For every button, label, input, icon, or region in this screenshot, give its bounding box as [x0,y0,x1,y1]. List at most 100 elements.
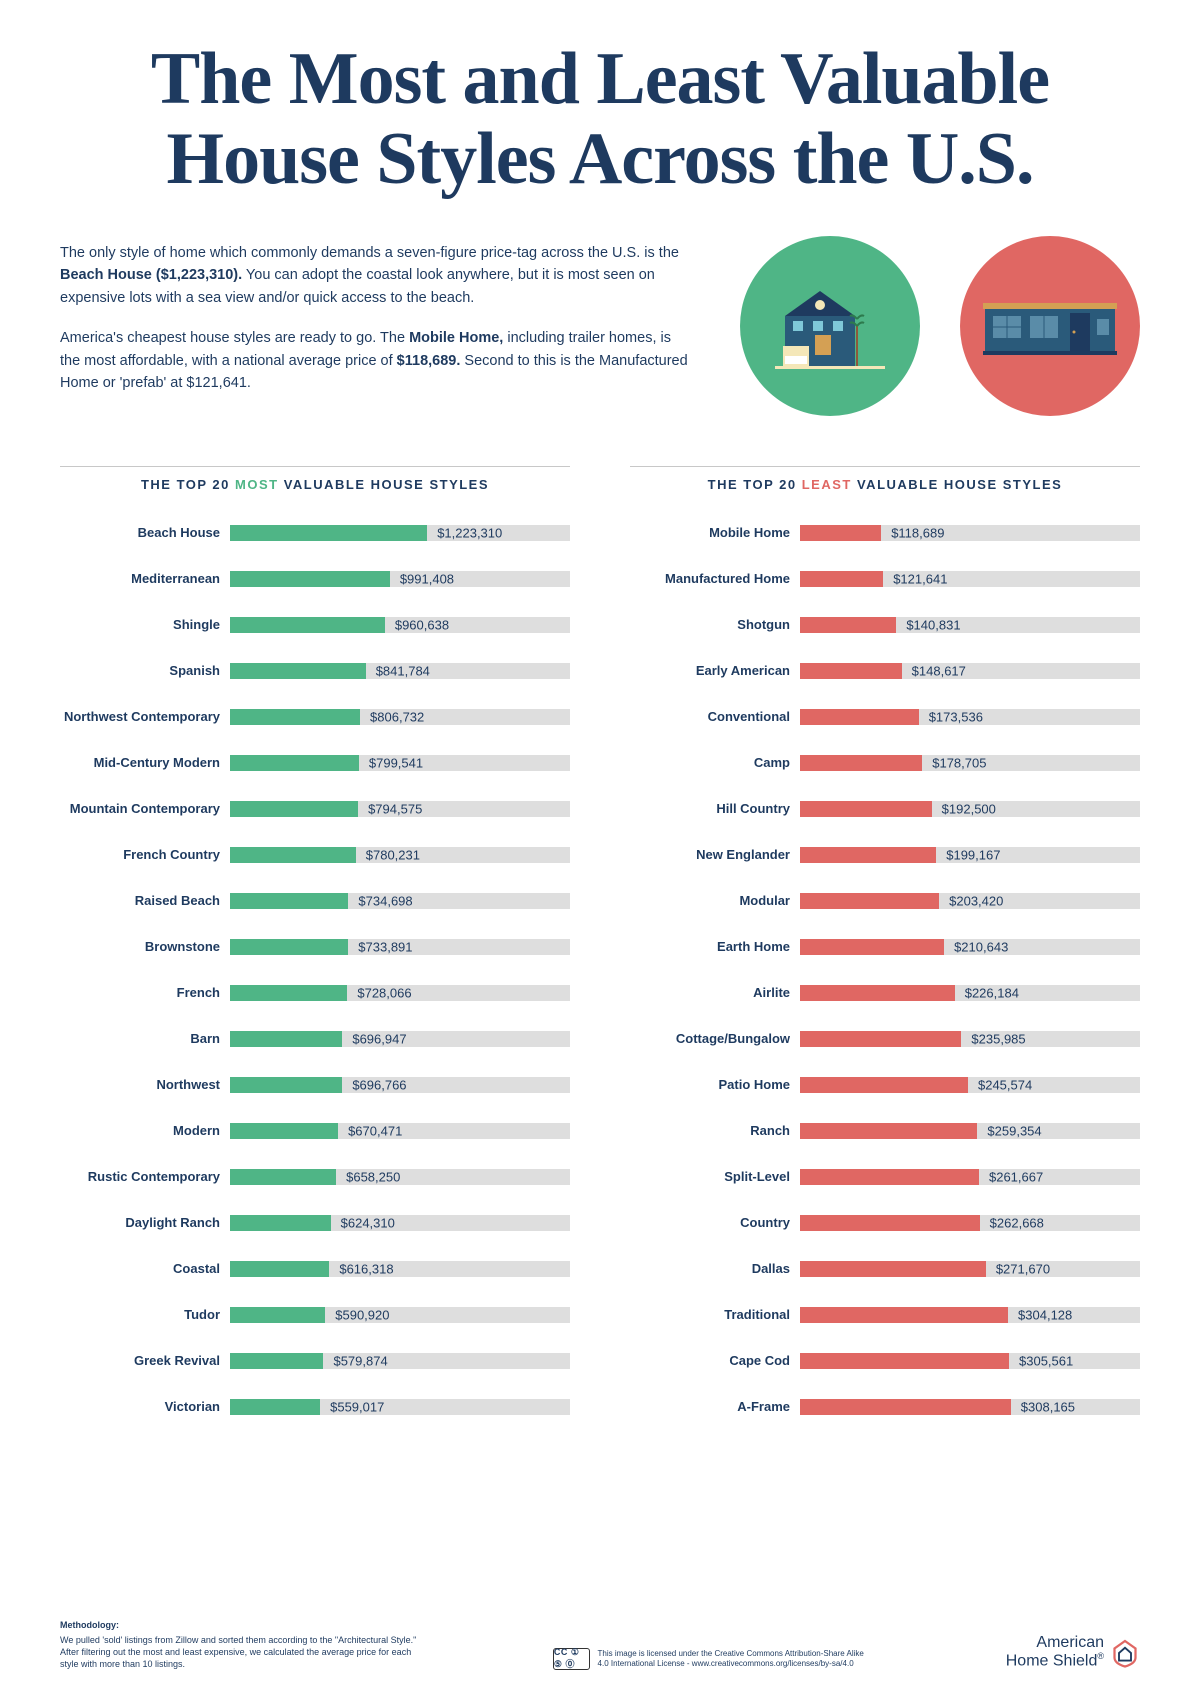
bar-value: $806,732 [370,709,424,724]
chart-least: THE TOP 20 LEAST VALUABLE HOUSE STYLES M… [630,466,1140,1436]
chart-most-heading-pre: THE TOP 20 [141,477,235,492]
bar-track: $308,165 [800,1399,1140,1415]
bar-value: $841,784 [376,663,430,678]
bar-row: Barn$696,947 [60,1022,570,1056]
bar-track: $696,947 [230,1031,570,1047]
bar-row: Daylight Ranch$624,310 [60,1206,570,1240]
chart-most-rows: Beach House $1,223,310 Mediterranean$991,4… [60,516,570,1424]
license: CC ① ⑤ ⓪ This image is licensed under th… [553,1648,873,1670]
bar-label: Raised Beach [60,893,230,908]
registered-icon: ® [1097,1651,1104,1661]
bar-fill [230,709,360,725]
bar-row: Mobile Home$118,689 [630,516,1140,550]
bar-label: Mid-Century Modern [60,755,230,770]
mobile-home-icon [960,236,1140,416]
bar-label: Greek Revival [60,1353,230,1368]
bar-track: $235,985 [800,1031,1140,1047]
bar-row: Shingle $960,638 [60,608,570,642]
bar-value: $235,985 [971,1031,1025,1046]
intro-p2-a: America's cheapest house styles are read… [60,330,409,346]
bar-label: Victorian [60,1399,230,1414]
bar-label: Mediterranean [60,571,230,586]
bar-fill [230,1031,342,1047]
bar-label: French Country [60,847,230,862]
bar-value: $140,831 [906,617,960,632]
chart-least-heading-accent: LEAST [802,477,852,492]
chart-most: THE TOP 20 MOST VALUABLE HOUSE STYLES Be… [60,466,570,1436]
bar-fill [230,1123,338,1139]
bar-value: $696,947 [352,1031,406,1046]
bar-track: $192,500 [800,801,1140,817]
bar-track: $696,766 [230,1077,570,1093]
bar-track: $199,167 [800,847,1140,863]
bar-track: $559,017 [230,1399,570,1415]
bar-fill [800,1169,979,1185]
bar-track: $616,318 [230,1261,570,1277]
bar-value: $304,128 [1018,1307,1072,1322]
bar-value: $624,310 [341,1215,395,1230]
intro-p1-a: The only style of home which commonly de… [60,245,679,261]
page-title: The Most and Least Valuable House Styles… [60,40,1140,200]
bar-row: Mediterranean$991,408 [60,562,570,596]
bar-fill [800,1399,1011,1415]
bar-track: $226,184 [800,985,1140,1001]
bar-row: Hill Country$192,500 [630,792,1140,826]
bar-value: $579,874 [333,1353,387,1368]
bar-track: $590,920 [230,1307,570,1323]
bar-value: $226,184 [965,985,1019,1000]
bar-track: $960,638 [230,617,570,633]
bar-label: Mountain Contemporary [60,801,230,816]
bar-value: $960,638 [395,617,449,632]
bar-value: $271,670 [996,1261,1050,1276]
bar-fill [230,1353,323,1369]
bar-fill [230,1077,342,1093]
bar-value: $780,231 [366,847,420,862]
bar-value: $121,641 [893,571,947,586]
bar-label: Coastal [60,1261,230,1276]
bar-track: $203,420 [800,893,1140,909]
bar-label: New Englander [630,847,800,862]
chart-least-rows: Mobile Home$118,689 Manufactured Home$121… [630,516,1140,1424]
bar-label: A-Frame [630,1399,800,1414]
bar-row: Camp$178,705 [630,746,1140,780]
bar-row: Traditional $304,128 [630,1298,1140,1332]
logo-line1: American [1006,1635,1104,1652]
bar-row: Modular$203,420 [630,884,1140,918]
intro-p1: The only style of home which commonly de… [60,242,690,309]
bar-value: $148,617 [912,663,966,678]
bar-label: Beach House [60,525,230,540]
brand-logo: American Home Shield® [1006,1635,1140,1670]
bar-fill [800,1261,986,1277]
bar-fill [230,801,358,817]
bar-fill [800,893,939,909]
bar-row: Early American$148,617 [630,654,1140,688]
bar-row: Modern$670,471 [60,1114,570,1148]
bar-label: Camp [630,755,800,770]
bar-label: Split-Level [630,1169,800,1184]
bar-value: $259,354 [987,1123,1041,1138]
bar-track: $670,471 [230,1123,570,1139]
bar-label: Ranch [630,1123,800,1138]
bar-label: Spanish [60,663,230,678]
bar-row: Conventional$173,536 [630,700,1140,734]
bar-row: Manufactured Home$121,641 [630,562,1140,596]
bar-track: $780,231 [230,847,570,863]
bar-track: $305,561 [800,1353,1140,1369]
chart-most-heading: THE TOP 20 MOST VALUABLE HOUSE STYLES [60,466,570,492]
logo-line2: Home Shield [1006,1652,1098,1669]
bar-track: $794,575 [230,801,570,817]
bar-fill [230,1169,336,1185]
bar-value: $590,920 [335,1307,389,1322]
bar-value: $1,223,310 [437,525,502,540]
bar-fill [800,1123,977,1139]
bar-row: Mountain Contemporary$794,575 [60,792,570,826]
home-shield-icon [1110,1638,1140,1668]
bar-row: Northwest Contemporary$806,732 [60,700,570,734]
bar-label: Shingle [60,617,230,632]
bar-track: $991,408 [230,571,570,587]
bar-track: $733,891 [230,939,570,955]
bar-track: $806,732 [230,709,570,725]
bar-value: $210,643 [954,939,1008,954]
bar-label: Traditional [630,1307,800,1322]
bar-track: $271,670 [800,1261,1140,1277]
